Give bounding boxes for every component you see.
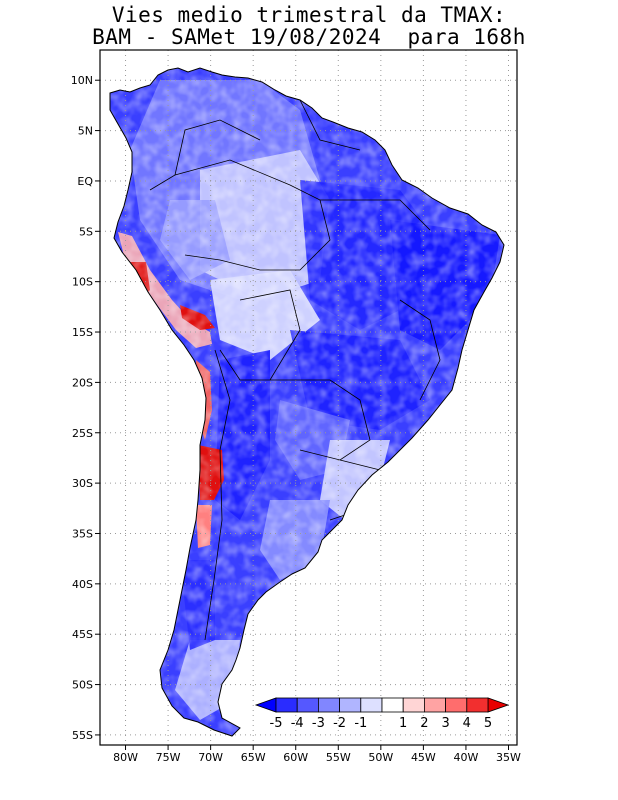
colorbar-cell (466, 697, 489, 713)
colorbar-label: 4 (463, 716, 471, 731)
lat-label: EQ (77, 175, 93, 188)
colorbar-label: 1 (399, 716, 407, 731)
map-frame (99, 49, 518, 746)
colorbar-label: -2 (333, 716, 346, 731)
colorbar-cell (317, 697, 340, 713)
lat-label: 15S (72, 326, 93, 339)
lat-label: 10S (72, 276, 93, 289)
latitude-axis-labels: 10N 5N EQ 5S 10S 15S 20S 25S 30S 35S 40S 45S 50S 55S (71, 74, 100, 742)
lon-label: 50W (368, 751, 393, 764)
lon-label: 75W (156, 751, 181, 764)
colorbar-cell (402, 697, 425, 713)
lat-label: 45S (72, 628, 93, 641)
colorbar-left-arrow (254, 697, 277, 713)
colorbar-cell (445, 697, 468, 713)
lon-label: 40W (454, 751, 479, 764)
lat-label: 30S (72, 477, 93, 490)
colorbar-label: -5 (270, 716, 283, 731)
colorbar-cell (423, 697, 446, 713)
lat-label: 20S (72, 376, 93, 389)
colorbar-cell (275, 697, 298, 713)
map-grid (100, 50, 517, 745)
lon-label: 80W (113, 751, 138, 764)
lat-label: 40S (72, 578, 93, 591)
colorbar-label: 5 (484, 716, 492, 731)
country-borders (149, 99, 441, 641)
lat-label: 5S (79, 225, 93, 238)
colorbar: -5 -4 -3 -2 -1 1 2 3 4 5 (254, 697, 510, 731)
lat-label: 55S (72, 729, 93, 742)
colorbar-right-arrow (487, 697, 510, 713)
lon-label: 70W (198, 751, 223, 764)
colorbar-label: -1 (354, 716, 367, 731)
map-title-line1: Vies medio trimestral da TMAX: (111, 3, 507, 27)
map-title-line2: BAM - SAMet 19/08/2024 para 168h (92, 25, 526, 49)
lat-label: 5N (78, 125, 93, 138)
bias-field (110, 68, 504, 736)
colorbar-cell (360, 697, 383, 713)
colorbar-label: 2 (420, 716, 428, 731)
colorbar-label: 3 (441, 716, 449, 731)
colorbar-cell (339, 697, 362, 713)
lat-label: 25S (72, 427, 93, 440)
lat-label: 35S (72, 527, 93, 540)
colorbar-cell (296, 697, 319, 713)
lon-label: 45W (411, 751, 436, 764)
lat-label: 50S (72, 679, 93, 692)
lat-label: 10N (71, 74, 93, 87)
colorbar-label: -3 (312, 716, 325, 731)
lon-label: 65W (241, 751, 266, 764)
longitude-axis-labels: 80W 75W 70W 65W 60W 55W 50W 45W 40W 35W (113, 745, 521, 764)
lon-label: 55W (326, 751, 351, 764)
colorbar-cell (381, 697, 404, 713)
lon-label: 60W (283, 751, 308, 764)
lon-label: 35W (496, 751, 521, 764)
colorbar-label: -4 (291, 716, 304, 731)
